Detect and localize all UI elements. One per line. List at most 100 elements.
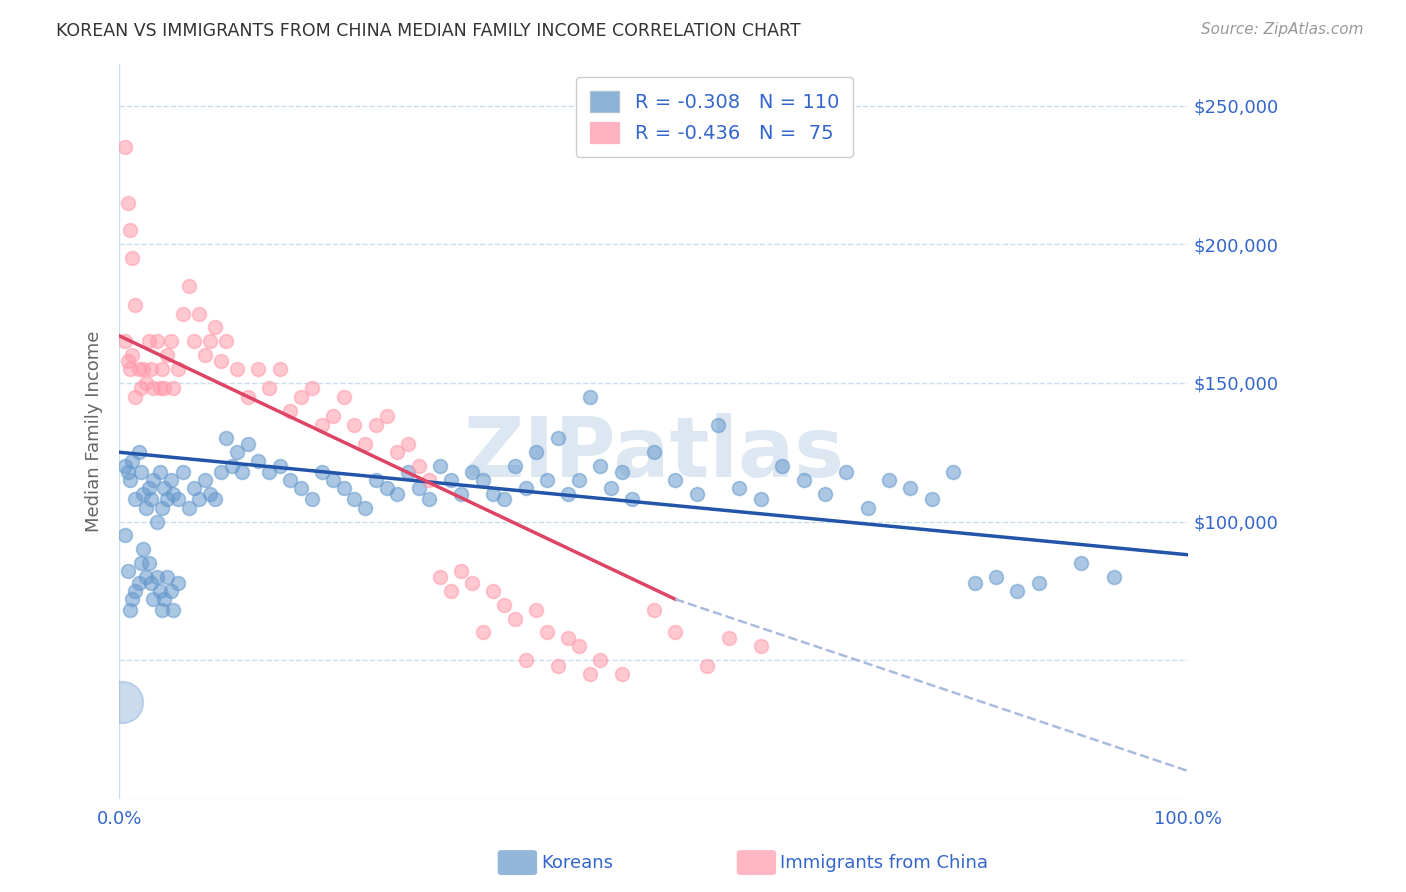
Point: [461, 575, 484, 590]
Point: [921, 492, 943, 507]
Point: [167, 492, 190, 507]
Point: [322, 409, 344, 424]
Point: [877, 473, 900, 487]
Point: [188, 307, 211, 321]
Point: [156, 570, 179, 584]
Point: [696, 658, 718, 673]
Point: [114, 334, 136, 349]
Point: [221, 459, 243, 474]
Point: [664, 473, 686, 487]
Point: [149, 583, 172, 598]
Point: [153, 592, 176, 607]
Point: [461, 465, 484, 479]
Point: [142, 382, 165, 396]
Point: [128, 445, 150, 459]
Point: [900, 481, 922, 495]
Point: [471, 625, 494, 640]
Point: [128, 575, 150, 590]
Text: Koreans: Koreans: [541, 854, 613, 871]
Point: [204, 492, 226, 507]
Point: [111, 695, 134, 709]
Point: [610, 667, 633, 681]
Point: [149, 382, 172, 396]
Point: [770, 459, 793, 474]
Point: [354, 500, 377, 515]
Point: [128, 362, 150, 376]
Point: [728, 481, 751, 495]
Point: [135, 500, 157, 515]
Point: [177, 278, 200, 293]
Text: ZIPatlas: ZIPatlas: [464, 413, 845, 494]
Legend: R = -0.308   N = 110, R = -0.436   N =  75: R = -0.308 N = 110, R = -0.436 N = 75: [576, 78, 852, 157]
Point: [749, 640, 772, 654]
Point: [1070, 556, 1092, 570]
Point: [215, 334, 238, 349]
Point: [209, 353, 232, 368]
Point: [209, 465, 232, 479]
Point: [1007, 583, 1029, 598]
Point: [118, 223, 141, 237]
Point: [117, 353, 139, 368]
Point: [610, 465, 633, 479]
Point: [162, 603, 184, 617]
Point: [547, 658, 569, 673]
Point: [145, 515, 167, 529]
Point: [963, 575, 986, 590]
Point: [429, 459, 451, 474]
Point: [118, 362, 141, 376]
Point: [450, 565, 472, 579]
Point: [215, 431, 238, 445]
Point: [311, 465, 333, 479]
Point: [149, 465, 172, 479]
Point: [643, 603, 665, 617]
Point: [984, 570, 1007, 584]
Point: [600, 481, 623, 495]
Point: [159, 334, 181, 349]
Point: [396, 437, 419, 451]
Point: [343, 417, 366, 432]
Point: [194, 473, 217, 487]
Point: [364, 417, 387, 432]
Point: [225, 445, 247, 459]
Point: [135, 570, 157, 584]
Point: [418, 492, 440, 507]
Point: [159, 583, 181, 598]
Point: [117, 465, 139, 479]
Point: [418, 473, 440, 487]
Point: [236, 437, 259, 451]
Point: [138, 481, 160, 495]
Point: [685, 487, 707, 501]
Point: [117, 565, 139, 579]
Point: [188, 492, 211, 507]
Point: [536, 473, 558, 487]
Point: [568, 640, 591, 654]
Point: [375, 409, 398, 424]
Point: [162, 382, 184, 396]
Point: [150, 603, 173, 617]
Point: [408, 459, 430, 474]
Point: [301, 492, 323, 507]
Point: [167, 362, 190, 376]
Point: [269, 362, 291, 376]
Point: [183, 481, 205, 495]
Point: [290, 390, 312, 404]
Point: [354, 437, 377, 451]
Point: [494, 598, 516, 612]
Point: [494, 492, 516, 507]
Point: [132, 487, 155, 501]
Point: [440, 473, 463, 487]
Point: [1028, 575, 1050, 590]
Point: [159, 473, 181, 487]
Point: [141, 492, 163, 507]
Point: [124, 390, 146, 404]
Point: [578, 390, 600, 404]
Point: [145, 334, 167, 349]
Point: [515, 653, 537, 667]
Point: [231, 465, 253, 479]
Point: [589, 653, 612, 667]
Point: [643, 445, 665, 459]
Point: [142, 473, 165, 487]
Point: [482, 487, 505, 501]
Point: [225, 362, 247, 376]
Point: [257, 465, 280, 479]
